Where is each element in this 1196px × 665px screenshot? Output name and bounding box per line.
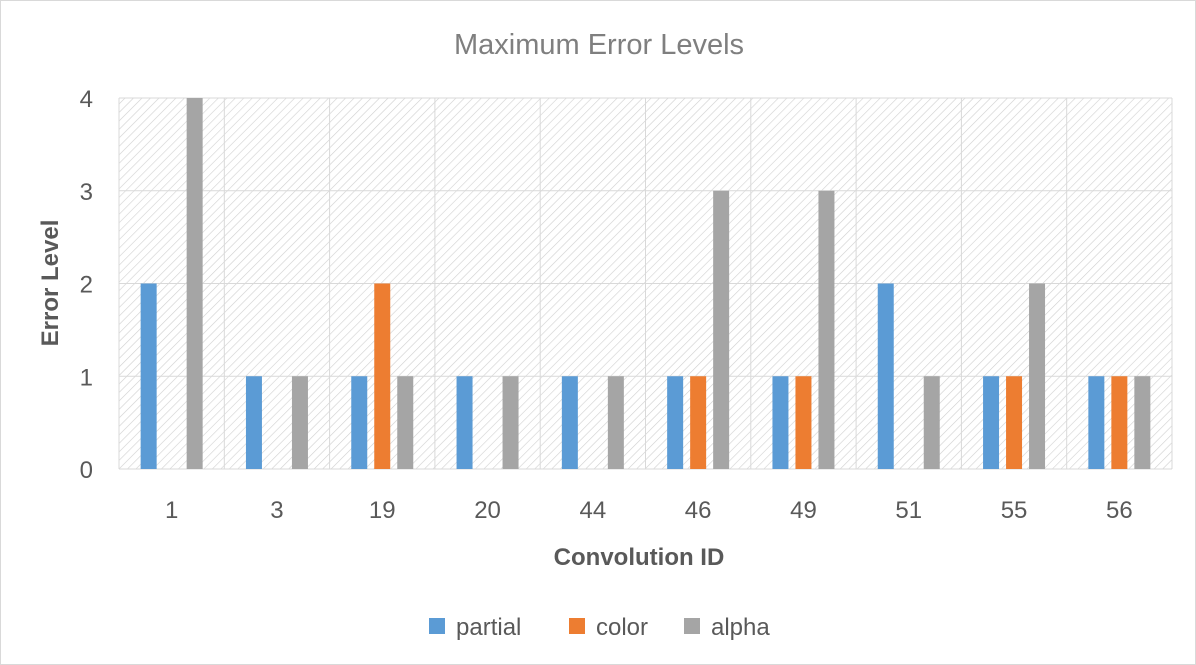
bar-alpha-49 <box>818 190 835 469</box>
gridlines <box>118 97 1173 470</box>
x-tick-label: 55 <box>1001 497 1028 524</box>
x-tick-label: 3 <box>270 497 283 524</box>
bar-alpha-44 <box>607 376 624 469</box>
bar-partial-46 <box>667 376 684 469</box>
y-axis-title: Error Level <box>37 220 64 347</box>
bar-partial-55 <box>983 376 1000 469</box>
bar-partial-56 <box>1088 376 1105 469</box>
bar-alpha-20 <box>502 376 519 469</box>
bar-alpha-55 <box>1029 283 1046 469</box>
y-tick-label: 0 <box>80 457 93 484</box>
x-tick-label: 56 <box>1106 497 1133 524</box>
legend-swatch-partial <box>429 618 445 634</box>
bar-alpha-46 <box>713 190 730 469</box>
x-tick-label: 20 <box>474 497 501 524</box>
y-tick-label: 4 <box>80 86 93 113</box>
bar-partial-20 <box>456 376 473 469</box>
bar-alpha-3 <box>291 376 308 469</box>
legend-label-alpha: alpha <box>711 614 770 641</box>
bar-alpha-1 <box>186 98 203 469</box>
bar-partial-51 <box>877 283 894 469</box>
bar-color-49 <box>795 376 812 469</box>
bar-color-55 <box>1006 376 1023 469</box>
y-tick-label: 2 <box>80 272 93 299</box>
x-tick-label: 1 <box>165 497 178 524</box>
legend-swatch-color <box>569 618 585 634</box>
bar-partial-3 <box>245 376 262 469</box>
legend-label-partial: partial <box>456 614 521 641</box>
bar-color-56 <box>1111 376 1128 469</box>
bars-group <box>140 98 1151 469</box>
bar-color-19 <box>374 283 391 469</box>
bar-alpha-56 <box>1134 376 1151 469</box>
y-tick-label: 3 <box>80 179 93 206</box>
x-axis-title: Convolution ID <box>554 544 725 571</box>
x-tick-label: 51 <box>895 497 922 524</box>
bar-alpha-19 <box>397 376 414 469</box>
bar-partial-1 <box>140 283 157 469</box>
legend-label-color: color <box>596 614 648 641</box>
legend: partial color alpha <box>429 614 770 641</box>
bar-partial-49 <box>772 376 789 469</box>
bar-partial-44 <box>561 376 578 469</box>
x-tick-label: 46 <box>685 497 712 524</box>
x-tick-label: 49 <box>790 497 817 524</box>
x-tick-label: 19 <box>369 497 396 524</box>
chart-title: Maximum Error Levels <box>454 29 744 61</box>
bar-color-46 <box>690 376 707 469</box>
legend-swatch-alpha <box>684 618 700 634</box>
x-tick-label: 44 <box>579 497 606 524</box>
y-axis-ticks: 0 1 2 3 4 <box>80 86 93 484</box>
x-axis-ticks: 1 3 19 20 44 46 49 51 55 56 <box>165 497 1133 524</box>
bar-partial-19 <box>351 376 368 469</box>
bar-alpha-51 <box>923 376 940 469</box>
y-tick-label: 1 <box>80 364 93 391</box>
